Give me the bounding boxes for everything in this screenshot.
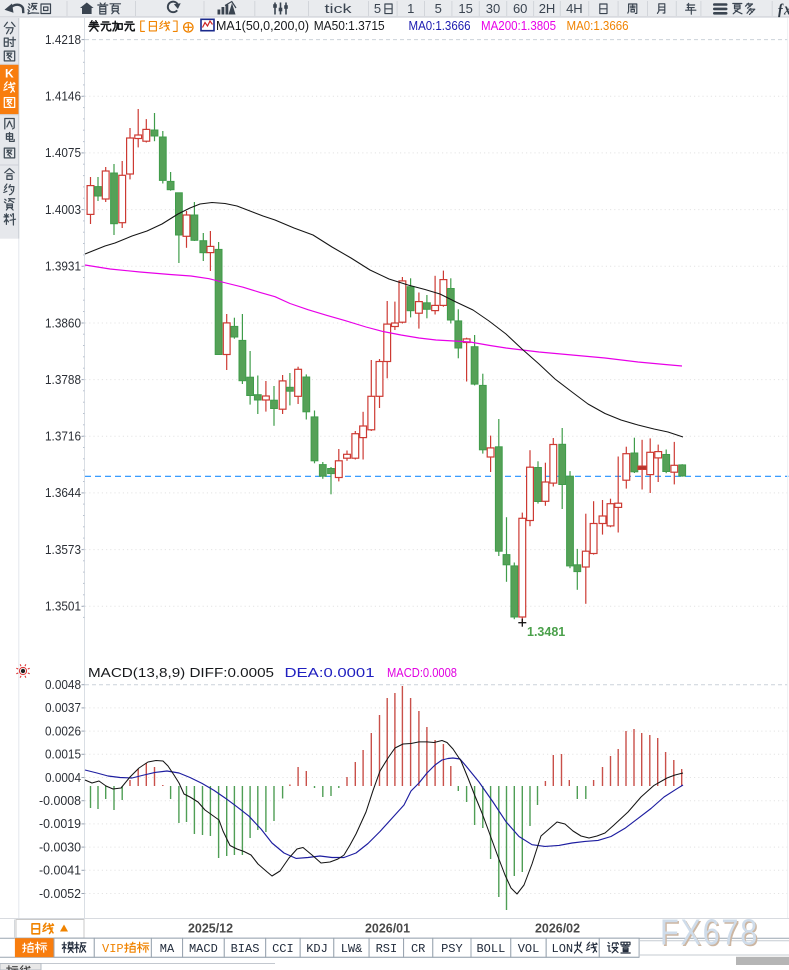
svg-text:2026/02: 2026/02	[535, 922, 580, 936]
svg-text:1.4003: 1.4003	[45, 203, 81, 217]
svg-text:-0.0052: -0.0052	[39, 887, 81, 901]
svg-text:BOLL: BOLL	[476, 942, 505, 956]
svg-text:PSY: PSY	[441, 942, 463, 956]
svg-text:MACD: MACD	[189, 942, 218, 956]
svg-text:MA: MA	[160, 942, 175, 956]
svg-text:4H: 4H	[566, 1, 583, 16]
svg-text:1: 1	[407, 1, 414, 16]
svg-text:MA1(50,0,200,0): MA1(50,0,200,0)	[216, 18, 309, 33]
svg-text:MA0:1.3666: MA0:1.3666	[409, 18, 471, 33]
svg-text:0.0026: 0.0026	[45, 724, 81, 738]
svg-text:-0.0019: -0.0019	[39, 817, 81, 831]
svg-text:30: 30	[486, 1, 500, 16]
svg-text:1.3716: 1.3716	[45, 430, 81, 444]
svg-text:K: K	[5, 67, 14, 81]
svg-text:1.3644: 1.3644	[45, 486, 81, 500]
svg-text:KDJ: KDJ	[306, 942, 328, 956]
svg-text:ƒx: ƒx	[777, 0, 789, 19]
svg-text:-0.0008: -0.0008	[39, 794, 81, 808]
svg-text:CR: CR	[411, 942, 425, 956]
svg-text:1.3931: 1.3931	[45, 260, 81, 274]
svg-text:LON: LON	[552, 942, 574, 956]
svg-text:1.4075: 1.4075	[45, 146, 81, 160]
svg-text:CCI: CCI	[272, 942, 294, 956]
svg-text:1.3501: 1.3501	[45, 600, 81, 614]
svg-text:1.4218: 1.4218	[45, 33, 81, 47]
svg-text:MA50:1.3715: MA50:1.3715	[314, 18, 385, 33]
svg-text:1.3788: 1.3788	[45, 373, 81, 387]
svg-text:0.0015: 0.0015	[45, 748, 81, 762]
svg-text:LW&: LW&	[341, 942, 363, 956]
svg-text:BIAS: BIAS	[231, 942, 260, 956]
svg-text:1.3573: 1.3573	[45, 543, 81, 557]
svg-text:1.3481: 1.3481	[527, 625, 565, 639]
svg-text:2H: 2H	[539, 1, 556, 16]
svg-text:2025/12: 2025/12	[188, 922, 233, 936]
svg-text:MA0:1.3666: MA0:1.3666	[567, 18, 629, 33]
svg-text:5: 5	[435, 1, 442, 16]
svg-text:1.3860: 1.3860	[45, 316, 81, 330]
svg-text:DEA:0.0001: DEA:0.0001	[285, 665, 375, 680]
svg-text:1.4146: 1.4146	[45, 90, 81, 104]
svg-text:5: 5	[374, 1, 381, 16]
svg-text:-0.0041: -0.0041	[39, 864, 81, 878]
svg-text:-0.0030: -0.0030	[39, 840, 81, 854]
svg-text:0.0004: 0.0004	[45, 771, 81, 785]
svg-text:FX678: FX678	[660, 912, 759, 953]
svg-text:RSI: RSI	[376, 942, 398, 956]
svg-text:MACD(13,8,9) DIFF:0.0005: MACD(13,8,9) DIFF:0.0005	[88, 665, 274, 680]
svg-text:60: 60	[513, 1, 527, 16]
svg-text:2026/01: 2026/01	[365, 922, 410, 936]
svg-text:0.0037: 0.0037	[45, 701, 81, 715]
svg-text:15: 15	[458, 1, 472, 16]
svg-text:0.0048: 0.0048	[45, 678, 81, 692]
svg-text:FX678: FX678	[661, 913, 760, 954]
svg-text:tick: tick	[325, 1, 353, 16]
svg-text:MACD:0.0008: MACD:0.0008	[387, 665, 457, 680]
svg-text:VOL: VOL	[518, 942, 540, 956]
svg-text:MA200:1.3805: MA200:1.3805	[481, 18, 556, 33]
svg-text:VIP: VIP	[102, 942, 124, 956]
